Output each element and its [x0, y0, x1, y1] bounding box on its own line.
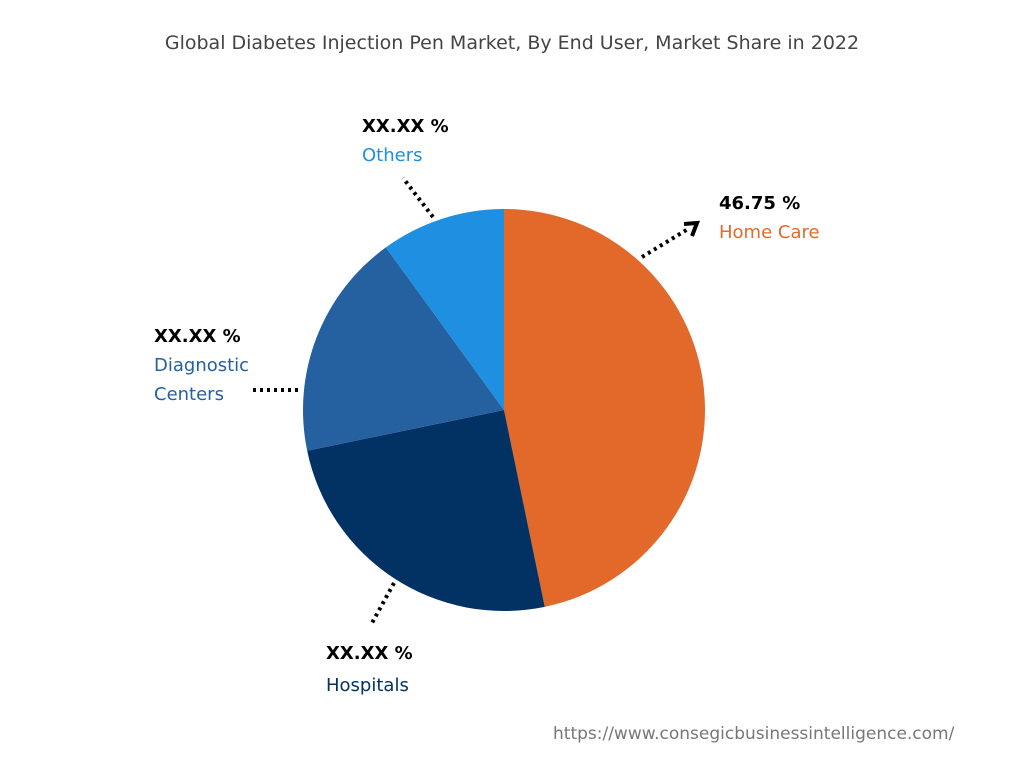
label-others: XX.XX % Others [362, 112, 449, 170]
value-hospitals: XX.XX % [326, 643, 413, 664]
chart-title: Global Diabetes Injection Pen Market, By… [164, 32, 860, 54]
label-home-care: 46.75 % Home Care [719, 189, 820, 247]
value-diagnostic: XX.XX % [154, 326, 241, 347]
value-others: XX.XX % [362, 116, 449, 137]
slice-home-care [504, 209, 705, 607]
name-hospitals: Hospitals [326, 675, 409, 696]
name-others: Others [362, 145, 423, 166]
slice-others [385, 209, 504, 410]
name-home-care: Home Care [719, 222, 820, 243]
name-diagnostic-2: Centers [154, 384, 224, 405]
leader-home-care [640, 227, 690, 259]
value-home-care: 46.75 % [719, 193, 801, 214]
slice-hospitals [307, 410, 545, 611]
slice-diagnostic-centers [302, 247, 504, 451]
label-diagnostic: XX.XX % Diagnostic Centers [154, 322, 249, 409]
source-url[interactable]: https://www.consegicbusinessintelligence… [553, 724, 955, 744]
name-diagnostic-1: Diagnostic [154, 355, 250, 376]
leader-hospitals [370, 582, 396, 624]
label-hospitals: XX.XX % Hospitals [326, 639, 413, 700]
leader-others [401, 176, 435, 219]
arrow-head-icon [683, 220, 701, 237]
